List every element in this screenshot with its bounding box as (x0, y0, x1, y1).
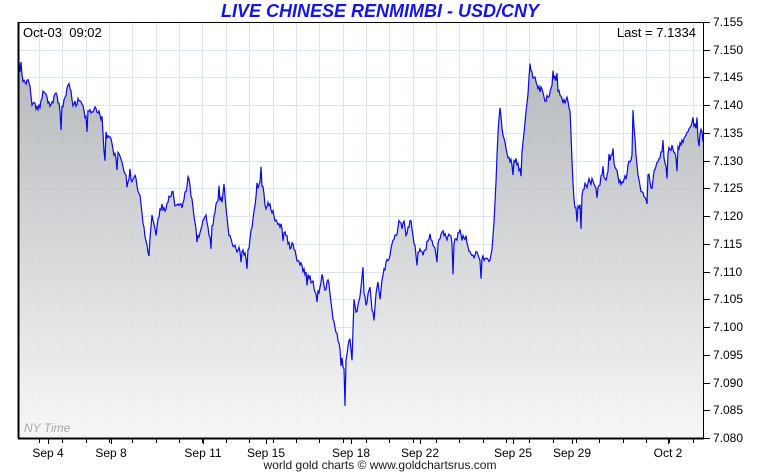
y-axis-tick-label: 7.100 (713, 320, 743, 334)
y-axis-tick-label: 7.135 (713, 126, 743, 140)
x-axis-tick-label: Sep 8 (95, 446, 127, 460)
x-axis-tick-label: Sep 4 (32, 446, 64, 460)
x-axis-tick-label: Oct 2 (654, 446, 683, 460)
price-line (18, 61, 704, 406)
x-axis-tick-label: Sep 18 (332, 446, 370, 460)
y-axis-tick-label: 7.130 (713, 154, 743, 168)
y-axis-tick-label: 7.140 (713, 98, 743, 112)
y-axis-tick-label: 7.150 (713, 43, 743, 57)
y-axis-tick-label: 7.115 (713, 237, 742, 251)
y-axis-tick-label: 7.125 (713, 181, 743, 195)
last-value-label: Last = 7.1334 (616, 25, 696, 40)
y-axis-tick-label: 7.155 (713, 15, 743, 29)
y-axis-tick-label: 7.120 (713, 209, 743, 223)
y-axis-tick-label: 7.145 (713, 70, 743, 84)
datetime-label: Oct-03 09:02 (23, 25, 102, 40)
x-axis-tick-label: Sep 11 (184, 446, 221, 460)
x-axis-tick-label: Sep 25 (494, 446, 532, 460)
y-axis-tick-label: 7.085 (713, 403, 743, 417)
y-axis-tick-label: 7.105 (713, 292, 743, 306)
y-axis-tick-label: 7.110 (713, 265, 742, 279)
x-axis-tick-label: Sep 22 (401, 446, 439, 460)
x-axis-tick-label: Sep 15 (247, 446, 285, 460)
y-axis-tick-label: 7.095 (713, 348, 743, 362)
x-axis-tick-label: Sep 29 (553, 446, 591, 460)
timezone-note: NY Time (24, 421, 71, 435)
y-axis-tick-label: 7.080 (713, 431, 743, 445)
y-axis-tick-label: 7.090 (713, 376, 743, 390)
x-axis: Sep 4 Sep 8 Sep 11 Sep 15 Sep 18 Sep 22 Sep 25… (32, 439, 694, 460)
y-axis: 7.155 7.150 7.145 7.140 7.135 7.130 7.125 7.120… (704, 15, 743, 445)
area-fill (19, 61, 703, 438)
plot-border (17, 21, 705, 440)
footer-credit: world gold charts © www.goldchartsrus.co… (263, 458, 497, 472)
chart-title: LIVE CHINESE RENMIMBI - USD/CNY (220, 1, 540, 21)
